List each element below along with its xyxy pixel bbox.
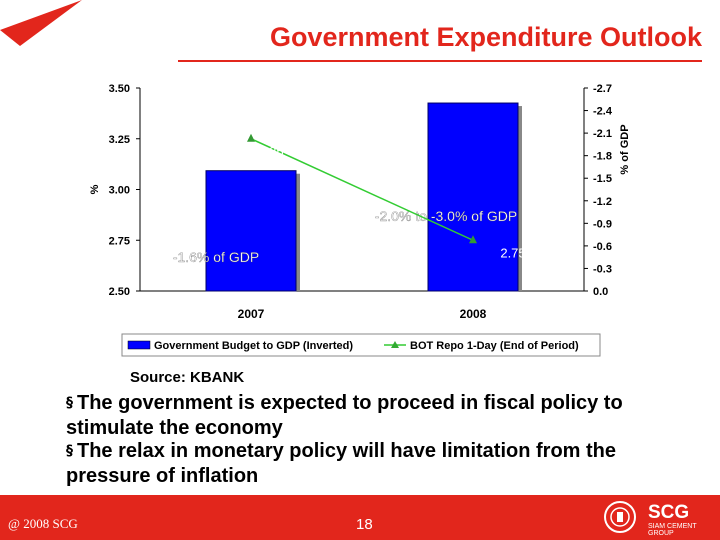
legend-label-line: BOT Repo 1-Day (End of Period) bbox=[410, 340, 579, 352]
right-tick-label: -2.4 bbox=[593, 106, 613, 118]
chart-legend: Government Budget to GDP (Inverted) BOT … bbox=[121, 333, 601, 357]
repo-rate-point-2007 bbox=[247, 133, 255, 142]
page-number: 18 bbox=[356, 516, 373, 533]
left-tick-label: 3.00 bbox=[109, 185, 130, 197]
left-tick-label: 2.75 bbox=[109, 235, 130, 247]
legend-label-bar: Government Budget to GDP (Inverted) bbox=[154, 340, 353, 352]
bar-data-label: -1.6% of GDP bbox=[173, 249, 259, 265]
scg-logo-icon bbox=[604, 501, 636, 533]
left-axis-label: % bbox=[89, 184, 101, 194]
scg-logo-subtext: SIAM CEMENT GROUP bbox=[648, 523, 697, 537]
legend-swatch-line bbox=[391, 341, 399, 348]
bullet-text: The relax in monetary policy will have l… bbox=[66, 440, 617, 487]
left-tick-label: 2.50 bbox=[109, 286, 130, 298]
source-note: Source: KBANK bbox=[130, 369, 245, 386]
right-tick-label: -0.3 bbox=[593, 263, 612, 275]
right-tick-label: -1.5 bbox=[593, 173, 612, 185]
repo-rate-line bbox=[250, 138, 474, 241]
right-tick-label: -2.1 bbox=[593, 128, 612, 140]
bullet-marker: § bbox=[66, 395, 73, 411]
left-tick-label: 3.50 bbox=[109, 83, 130, 95]
bullet-item: § The government is expected to proceed i… bbox=[66, 392, 666, 440]
right-axis-label: % of GDP bbox=[619, 124, 631, 174]
title-divider bbox=[178, 60, 702, 62]
corner-logo-icon bbox=[0, 0, 82, 46]
bullet-text: The government is expected to proceed in… bbox=[66, 392, 623, 439]
x-tick-label: 2008 bbox=[460, 307, 487, 321]
line-data-label: 3.25 bbox=[258, 144, 283, 159]
right-tick-label: -1.8 bbox=[593, 151, 612, 163]
expenditure-chart: 3.50 3.25 3.00 2.75 2.50 -2.7 -2.4 -2.1 -1.8 -1.5… bbox=[89, 83, 631, 357]
footer-bar bbox=[0, 495, 720, 540]
right-tick-label: -1.2 bbox=[593, 196, 612, 208]
bullet-item: § The relax in monetary policy will have … bbox=[66, 440, 666, 488]
scg-logo-text: SCG bbox=[648, 502, 690, 523]
right-tick-label: 0.0 bbox=[593, 286, 608, 298]
bar-data-label: -2.0% to -3.0% of GDP bbox=[375, 208, 517, 224]
left-tick-label: 3.25 bbox=[109, 134, 130, 146]
copyright-text: @ 2008 SCG bbox=[8, 516, 78, 531]
right-tick-label: -0.6 bbox=[593, 241, 612, 253]
legend-swatch-bar bbox=[127, 340, 151, 350]
x-tick-label: 2007 bbox=[238, 307, 265, 321]
line-data-label: 2.75 bbox=[500, 245, 525, 260]
bullet-list: § The government is expected to proceed i… bbox=[66, 392, 666, 488]
bar-budget-2007 bbox=[205, 170, 297, 292]
slide-title: Government Expenditure Outlook bbox=[269, 22, 702, 52]
bar-budget-2008 bbox=[427, 102, 519, 292]
right-tick-label: -2.7 bbox=[593, 83, 612, 95]
right-tick-label: -0.9 bbox=[593, 218, 612, 230]
bullet-marker: § bbox=[66, 443, 73, 459]
repo-rate-point-2008 bbox=[469, 235, 477, 244]
